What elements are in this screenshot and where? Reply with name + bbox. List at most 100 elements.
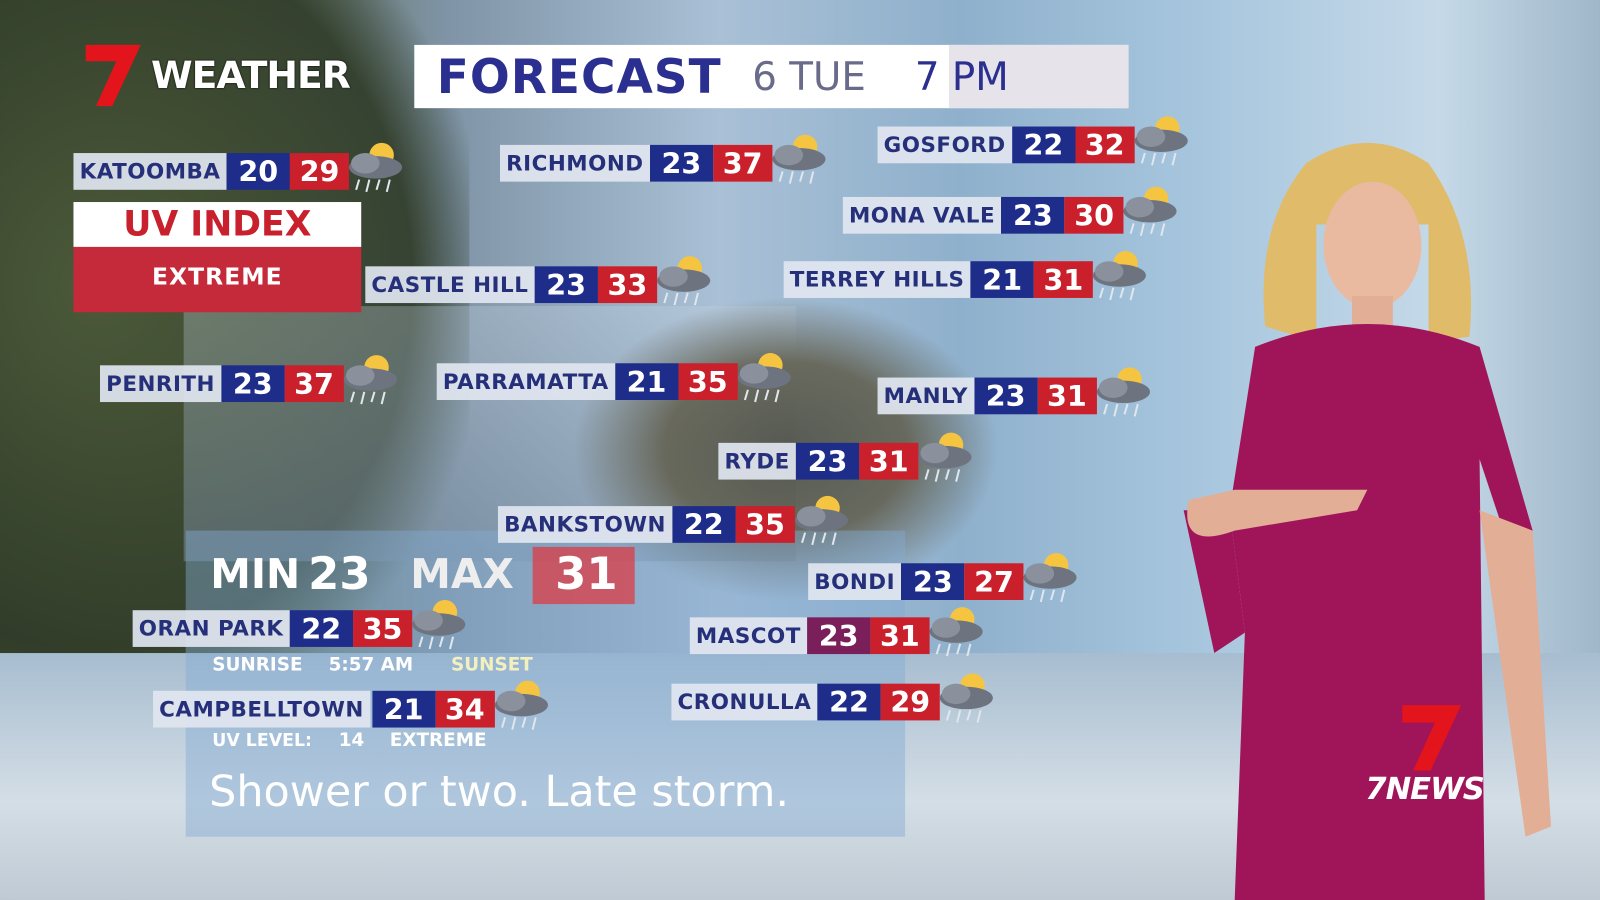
min-temp: 21 [970,261,1034,298]
min-value: 23 [308,547,371,600]
location-name: CAMPBELLTOWN [153,690,370,728]
location-tag: MASCOT 23 31 [689,606,997,658]
storm-cloud-sun-icon [348,141,404,193]
storm-cloud-sun-icon [771,133,827,185]
max-temp: 34 [435,690,495,728]
uv-index-title: UV INDEX [73,202,362,247]
min-temp: 22 [1011,126,1076,164]
forecast-date: 6 TUE [752,54,866,99]
min-temp: 22 [817,683,881,721]
storm-cloud-sun-icon [1091,249,1148,302]
storm-cloud-sun-icon [1095,366,1151,418]
location-name: TERREY HILLS [783,261,971,298]
location-name: CRONULLA [671,683,818,721]
location-tag: PENRITH 23 37 [99,354,411,406]
storm-cloud-sun-icon [1022,552,1078,604]
min-temp: 22 [289,610,353,647]
presenter [1183,142,1552,900]
weather-brand: WEATHER [151,53,351,97]
min-temp: 20 [226,153,290,190]
title-bar-time-bg [948,44,1129,109]
location-name: BONDI [808,563,902,600]
max-temp: 31 [859,442,919,480]
sunrise-time: 5:57 AM [328,654,414,676]
location-name: GOSFORD [877,126,1012,164]
location-name: MASCOT [689,617,808,655]
min-temp: 23 [221,365,285,403]
max-temp: 35 [352,610,413,647]
location-name: CASTLE HILL [365,266,535,304]
seven-news-logo: 7NEWS [1365,700,1498,812]
uv-level-label: UV LEVEL: [212,730,312,752]
max-temp: 35 [678,363,738,400]
forecast-summary: Shower or two. Late storm. [209,766,789,817]
max-temp: 37 [284,365,344,403]
location-name: RICHMOND [499,144,650,182]
seven-logo-icon [85,44,141,107]
storm-cloud-sun-icon [342,354,398,406]
max-temp: 29 [289,153,350,190]
max-temp: 31 [1033,261,1094,298]
sunrise-label: SUNRISE [212,654,303,676]
location-tag: RYDE 23 31 [718,431,985,483]
sunset-label: SUNSET [451,654,533,676]
min-temp: 23 [974,377,1038,415]
uv-level-text: EXTREME [389,729,487,752]
max-temp: 27 [964,563,1024,600]
uv-index-panel: UV INDEX EXTREME [73,202,362,313]
news-logo-text: 7NEWS [1365,771,1485,808]
storm-cloud-sun-icon [493,679,549,731]
min-temp: 23 [1001,196,1065,234]
max-temp: 37 [712,144,773,182]
location-name: MANLY [877,377,975,415]
min-temp: 23 [807,617,871,655]
location-tag: CRONULLA 22 29 [671,672,1007,724]
location-tag: TERREY HILLS 21 31 [783,249,1161,302]
location-name: ORAN PARK [132,610,290,647]
min-temp: 23 [534,266,598,304]
storm-cloud-sun-icon [411,598,467,650]
min-temp: 23 [901,563,965,600]
max-temp: 33 [597,266,657,304]
max-value: 31 [555,547,618,600]
max-label: MAX [410,551,514,598]
min-temp: 22 [672,506,736,543]
location-tag: CAMPBELLTOWN 21 34 [153,679,562,731]
location-tag: GOSFORD 22 32 [877,115,1202,167]
location-tag: MONA VALE 23 30 [842,185,1191,237]
location-name: KATOOMBA [73,153,227,190]
max-temp: 32 [1075,126,1135,164]
min-temp: 23 [649,144,713,182]
forecast-time: 7 PM [914,54,1009,99]
location-name: MONA VALE [842,196,1002,234]
max-value-box [532,546,635,605]
location-tag: MANLY 23 31 [877,366,1164,418]
storm-cloud-sun-icon [655,255,712,307]
max-temp: 30 [1064,196,1124,234]
location-tag: KATOOMBA 20 29 [73,141,416,193]
forecast-title: FORECAST [436,48,722,105]
location-tag: RICHMOND 23 37 [499,133,840,185]
max-temp: 31 [870,617,930,655]
location-name: RYDE [718,442,796,480]
location-tag: CASTLE HILL 23 33 [365,255,724,307]
location-tag: ORAN PARK 22 35 [132,598,480,650]
forecast-title-bar: FORECAST 6 TUE 7 PM [414,44,1129,109]
min-temp: 21 [614,363,679,400]
seven-logo-icon [1402,705,1462,771]
storm-cloud-sun-icon [793,494,849,546]
location-tag: BANKSTOWN 22 35 [497,494,862,546]
storm-cloud-sun-icon [917,431,973,483]
uv-level-value: 14 [338,729,365,752]
max-temp: 31 [1037,377,1097,415]
storm-cloud-sun-icon [938,672,994,724]
location-name: BANKSTOWN [497,506,673,543]
max-temp: 29 [880,683,940,721]
storm-cloud-sun-icon [736,352,792,404]
min-temp: 21 [371,690,436,728]
min-temp: 23 [795,442,860,480]
location-tag: BONDI 23 27 [808,552,1091,604]
max-temp: 35 [735,506,795,543]
location-name: PARRAMATTA [436,363,615,400]
